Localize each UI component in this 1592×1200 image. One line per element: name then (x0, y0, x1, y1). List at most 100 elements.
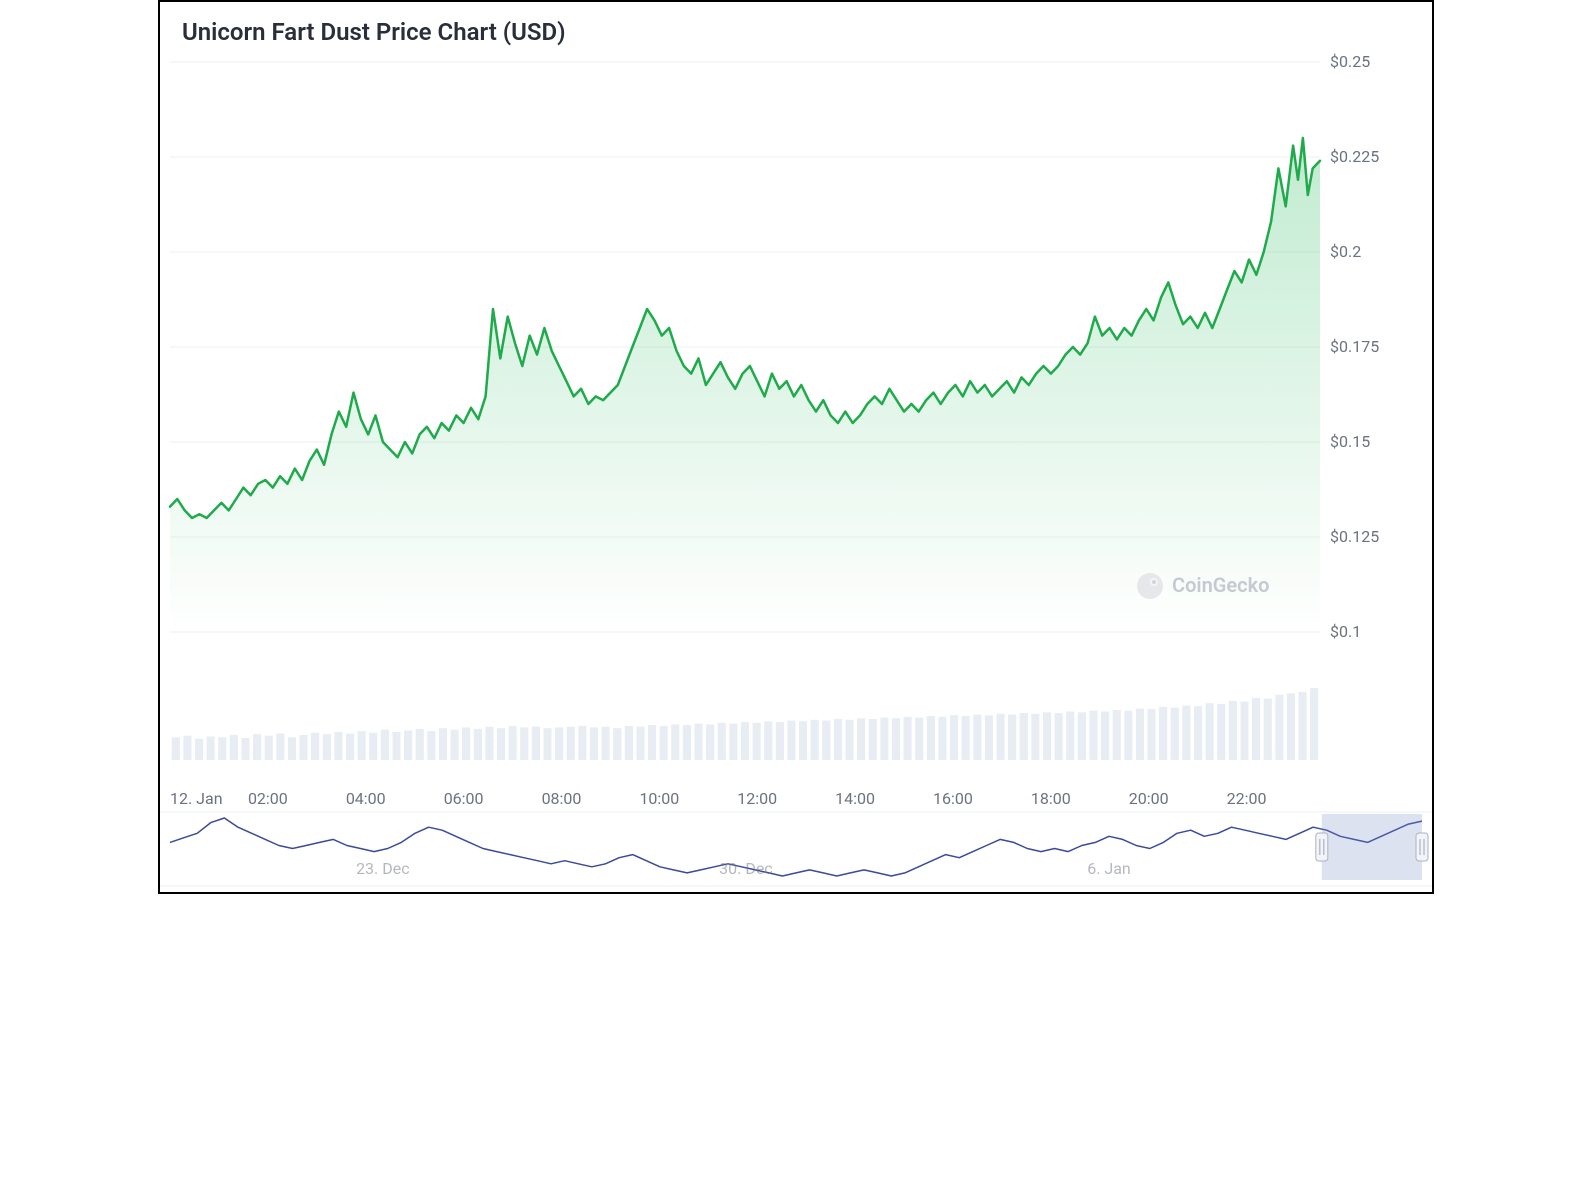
volume-bar (404, 730, 412, 760)
volume-bar (625, 726, 633, 760)
volume-bar (300, 735, 308, 760)
volume-bar (288, 737, 296, 760)
chart-title: Unicorn Fart Dust Price Chart (USD) (160, 2, 1432, 52)
volume-bar (915, 718, 923, 760)
y-tick-label: $0.175 (1330, 337, 1379, 356)
volume-bar (729, 724, 737, 760)
y-tick-label: $0.125 (1330, 527, 1379, 546)
y-tick-label: $0.25 (1330, 52, 1370, 71)
volume-bar (1171, 708, 1179, 760)
volume-bar (1275, 695, 1283, 760)
volume-bar (1148, 709, 1156, 760)
volume-bar (567, 727, 575, 760)
volume-bar (869, 719, 877, 760)
x-tick-label: 02:00 (248, 789, 288, 808)
volume-bar (276, 734, 284, 761)
volume-bar (950, 715, 958, 760)
volume-bar (1089, 711, 1097, 760)
navigator-handle-left[interactable] (1316, 833, 1328, 861)
volume-bar (997, 714, 1005, 760)
volume-bar (660, 726, 668, 760)
y-tick-label: $0.2 (1330, 242, 1361, 261)
volume-bar (1229, 701, 1237, 760)
volume-bar (369, 733, 377, 760)
volume-bar (183, 736, 191, 760)
volume-bar (323, 734, 331, 760)
volume-bar (1055, 713, 1063, 760)
volume-bar (904, 717, 912, 760)
price-chart[interactable]: $0.1 $0.125 $0.15 $0.175 $0.2 $0.225 $0.25 Coin… (160, 52, 1432, 892)
volume-bar (1194, 706, 1202, 760)
volume-bar (509, 726, 517, 760)
volume-bar (1206, 703, 1214, 760)
volume-bar (1113, 710, 1121, 760)
price-area (170, 138, 1320, 632)
navigator-label: 23. Dec (356, 859, 410, 878)
navigator-handle-right[interactable] (1416, 833, 1428, 861)
x-tick-label: 06:00 (444, 789, 484, 808)
volume-bar (706, 724, 714, 760)
volume-bar (578, 726, 586, 760)
volume-bar (671, 724, 679, 760)
volume-bar (1020, 713, 1028, 760)
y-tick-label: $0.15 (1330, 432, 1370, 451)
y-tick-label: $0.225 (1330, 147, 1379, 166)
volume-bar (1299, 692, 1307, 760)
volume-bar (1240, 702, 1248, 760)
x-tick-label: 18:00 (1031, 789, 1071, 808)
volume-bar (892, 718, 900, 760)
volume-bar (683, 725, 691, 760)
volume-bar (1031, 714, 1039, 760)
volume-bar (846, 720, 854, 760)
navigator-label: 6. Jan (1087, 859, 1131, 878)
volume-bar (520, 727, 528, 760)
x-tick-label: 22:00 (1227, 789, 1267, 808)
volume-bar (753, 723, 761, 760)
volume-bar (311, 733, 319, 760)
x-tick-label: 12:00 (737, 789, 777, 808)
volume-bar (416, 729, 424, 760)
volume-bar (334, 732, 342, 760)
volume-bar (358, 731, 366, 760)
volume-bar (648, 725, 656, 760)
volume-bar (451, 730, 459, 760)
volume-bar (172, 737, 180, 760)
volume-bar (741, 722, 749, 760)
x-tick-label: 08:00 (542, 789, 582, 808)
svg-text:CoinGecko: CoinGecko (1172, 573, 1269, 597)
volume-bar (764, 721, 772, 760)
volume-bar (613, 728, 621, 760)
volume-bar (1066, 712, 1074, 761)
volume-bar (1217, 704, 1225, 760)
volume-bar (787, 721, 795, 760)
volume-bar (427, 731, 435, 760)
volume-bar (636, 727, 644, 760)
x-tick-label: 20:00 (1129, 789, 1169, 808)
volume-bar (1182, 705, 1190, 760)
volume-bar (532, 727, 540, 760)
x-tick-label: 12. Jan (170, 789, 223, 808)
chart-frame: Unicorn Fart Dust Price Chart (USD) $0.1… (158, 0, 1434, 894)
volume-bar (241, 738, 249, 760)
volume-bar (811, 720, 819, 760)
volume-bar (207, 737, 215, 761)
volume-bar (555, 727, 563, 760)
volume-bar (927, 716, 935, 760)
x-tick-label: 04:00 (346, 789, 386, 808)
navigator-selection[interactable] (1322, 814, 1422, 880)
volume-bar (776, 722, 784, 760)
volume-bar (265, 736, 273, 760)
volume-bar (695, 724, 703, 760)
volume-bar (230, 735, 238, 760)
volume-bar (381, 730, 389, 760)
volume-bar (195, 739, 203, 760)
y-tick-label: $0.1 (1330, 622, 1361, 641)
volume-bar (857, 718, 865, 760)
x-tick-label: 14:00 (835, 789, 875, 808)
volume-bar (1287, 693, 1295, 760)
volume-bar (392, 732, 400, 760)
volume-bar (474, 729, 482, 760)
volume-bar (1136, 709, 1144, 761)
x-tick-label: 16:00 (933, 789, 973, 808)
volume-bar (1043, 712, 1051, 760)
